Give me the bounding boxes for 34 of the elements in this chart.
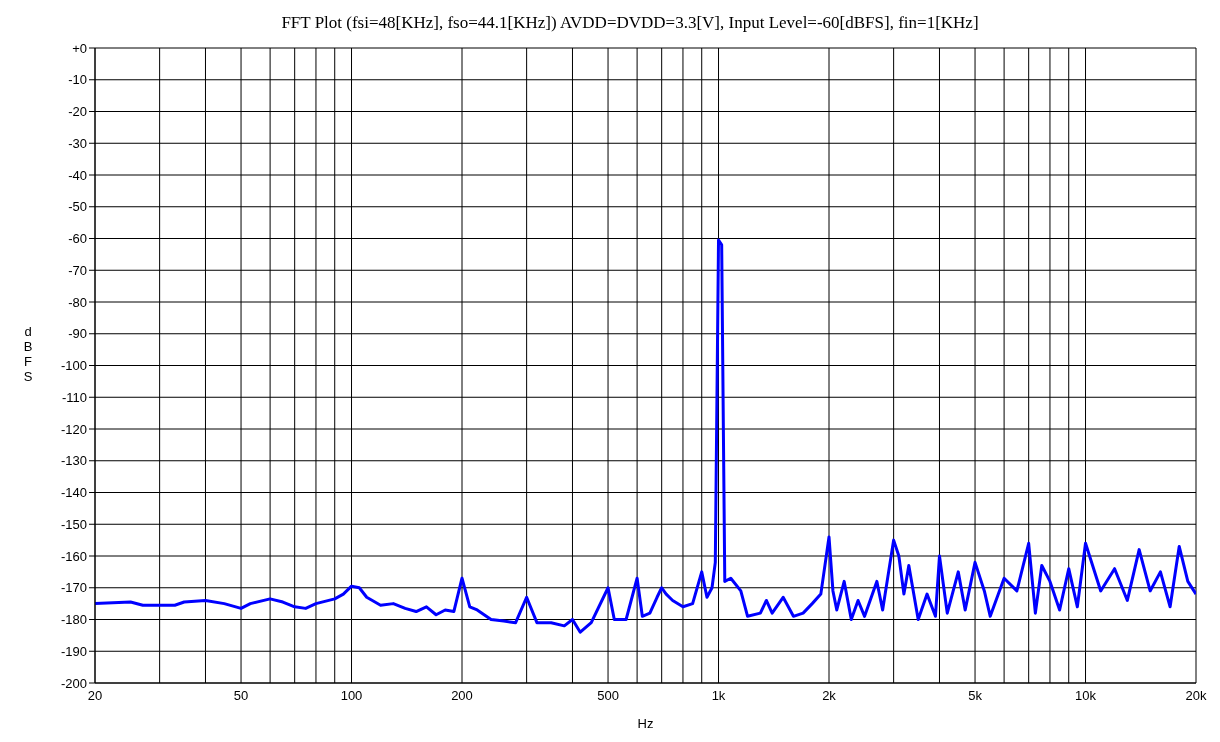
x-tick-label: 20 [87, 688, 103, 704]
y-tick-label: -140 [60, 485, 87, 501]
x-tick-label: 10k [1075, 688, 1097, 704]
x-tick-label: 500 [597, 688, 619, 704]
y-tick-label: -190 [60, 643, 87, 659]
x-axis-title: Hz [637, 716, 654, 731]
y-tick-label: -100 [60, 358, 87, 374]
y-tick-label: -70 [68, 262, 87, 278]
x-tick-label: 50 [233, 688, 249, 704]
chart-title: FFT Plot (fsi=48[KHz], fso=44.1[KHz]) AVDD=DVDD=3.3[V], Input Level=-60[dBFS], fin=1[KHz] [280, 12, 980, 34]
x-tick-label: 2k [822, 688, 837, 704]
y-tick-label: -30 [68, 135, 87, 151]
y-tick-label: -150 [60, 516, 87, 532]
x-tick-label: 5k [968, 688, 983, 704]
y-tick-label: -10 [68, 72, 87, 88]
y-tick-label: -50 [68, 199, 87, 215]
y-tick-label: -130 [60, 453, 87, 469]
y-tick-label: -120 [60, 421, 87, 437]
y-tick-label: -90 [68, 326, 87, 342]
y-tick-label: +0 [72, 40, 87, 56]
x-tick-label: 20k [1185, 688, 1207, 704]
x-tick-label: 1k [711, 688, 726, 704]
y-tick-label: -80 [68, 294, 87, 310]
y-tick-label: -160 [60, 548, 87, 564]
y-tick-label: -170 [60, 580, 87, 596]
y-tick-label: -60 [68, 231, 87, 247]
x-tick-label: 100 [340, 688, 363, 704]
y-tick-label: -40 [68, 167, 87, 183]
y-axis-title: dBFS [23, 323, 33, 384]
y-tick-label: -20 [68, 104, 87, 120]
y-tick-label: -200 [60, 675, 87, 691]
x-tick-label: 200 [451, 688, 473, 704]
y-tick-label: -180 [60, 612, 87, 628]
y-tick-label: -110 [61, 389, 87, 405]
